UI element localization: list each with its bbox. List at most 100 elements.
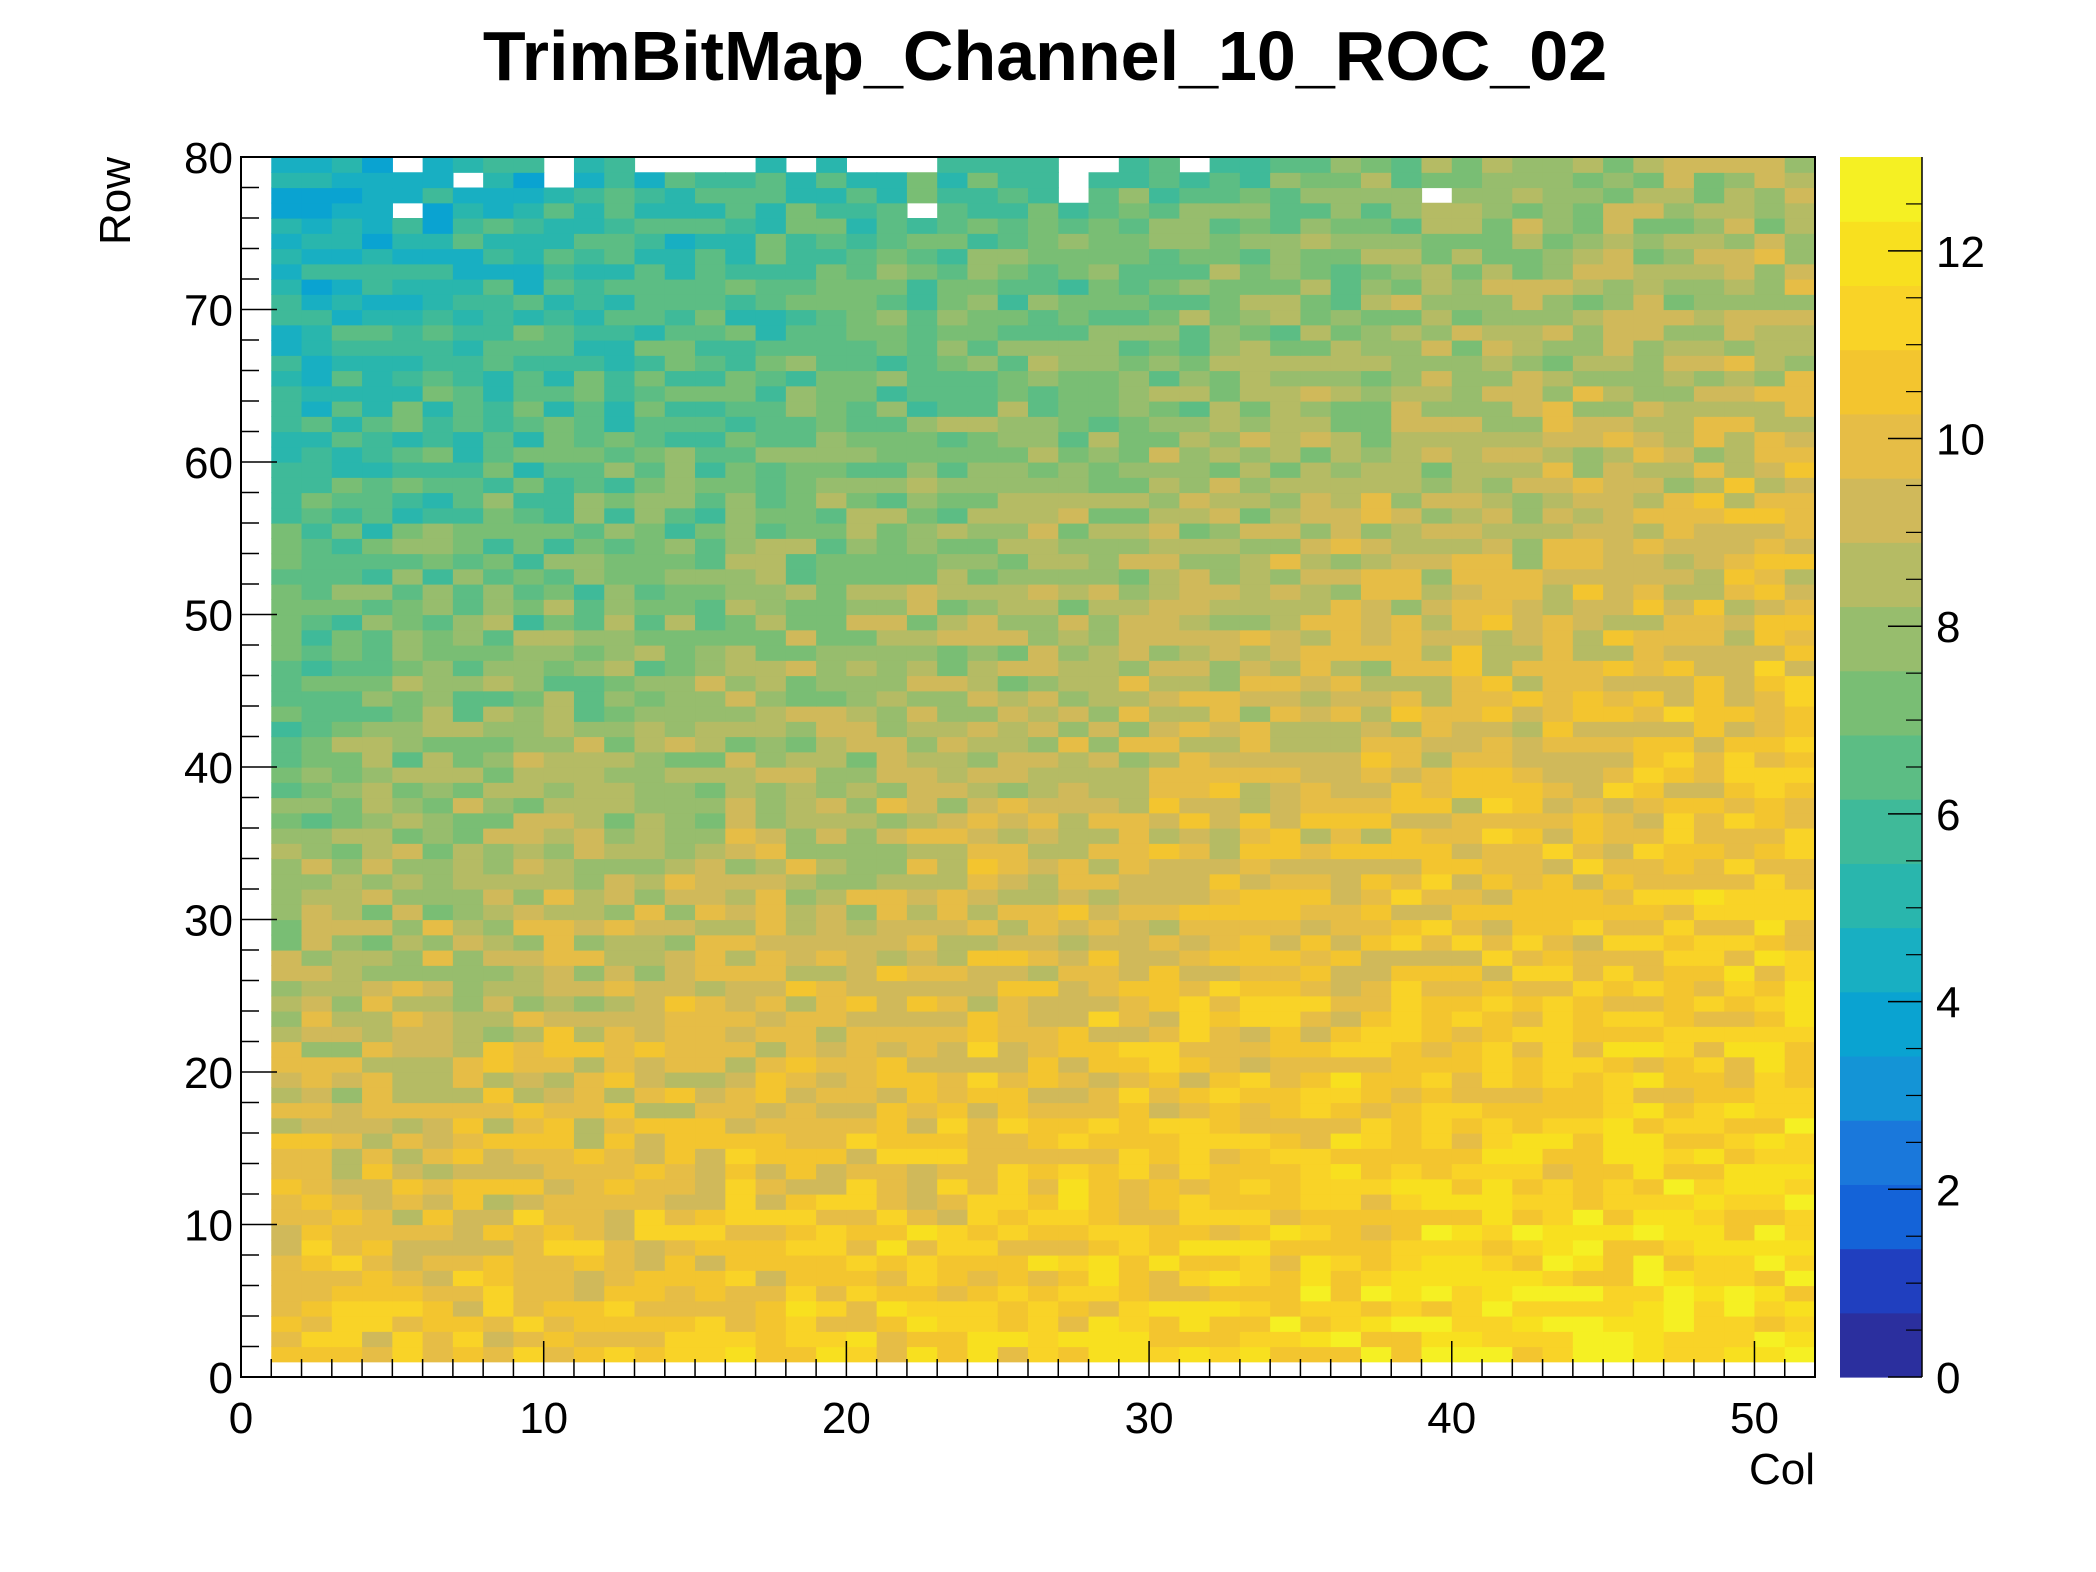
heatmap-cell	[1724, 202, 1756, 219]
heatmap-cell	[937, 995, 969, 1012]
heatmap-cell	[392, 645, 424, 661]
heatmap-cell	[1421, 904, 1453, 921]
heatmap-cell	[1542, 279, 1574, 295]
heatmap-cell	[785, 507, 817, 524]
heatmap-cell	[1784, 1316, 1816, 1332]
heatmap-cell	[1360, 873, 1392, 890]
heatmap-cell	[1603, 828, 1634, 844]
heatmap-cell	[1542, 416, 1574, 433]
heatmap-cell	[1482, 995, 1513, 1012]
heatmap-cell	[785, 614, 817, 631]
heatmap-cell	[452, 980, 484, 997]
heatmap-cell	[513, 721, 545, 738]
heatmap-cell	[1451, 736, 1483, 753]
heatmap-cell	[513, 782, 545, 799]
heatmap-cell	[634, 1194, 666, 1210]
heatmap-cell	[816, 492, 847, 509]
heatmap-cell	[755, 202, 787, 219]
heatmap-cell	[422, 538, 454, 555]
heatmap-cell	[422, 797, 454, 814]
heatmap-cell	[906, 1300, 938, 1317]
heatmap-cell	[1330, 1133, 1362, 1149]
heatmap-cell	[1542, 1087, 1574, 1104]
heatmap-cell	[1724, 751, 1756, 768]
heatmap-cell	[362, 1072, 393, 1088]
heatmap-cell	[1693, 507, 1725, 524]
heatmap-cell	[1693, 1056, 1725, 1073]
heatmap-cell	[1784, 218, 1816, 234]
heatmap-cell	[1754, 431, 1786, 448]
heatmap-cell	[937, 538, 969, 555]
heatmap-cell	[452, 1148, 484, 1165]
heatmap-cell	[664, 660, 696, 677]
heatmap-cell	[301, 507, 333, 524]
heatmap-cell	[1330, 599, 1362, 616]
heatmap-cell	[785, 202, 817, 219]
heatmap-cell	[1391, 767, 1423, 783]
heatmap-cell	[1724, 370, 1756, 387]
heatmap-cell	[846, 995, 878, 1012]
heatmap-cell	[634, 462, 666, 478]
heatmap-cell	[362, 309, 393, 326]
heatmap-cell	[1028, 614, 1059, 631]
heatmap-cell	[1330, 1056, 1362, 1073]
heatmap-cell	[271, 416, 303, 433]
heatmap-cell	[301, 843, 333, 860]
heatmap-cell	[1603, 599, 1634, 616]
heatmap-cell	[785, 675, 817, 692]
heatmap-cell	[1542, 797, 1574, 814]
heatmap-cell	[1330, 1072, 1362, 1088]
heatmap-cell	[1572, 675, 1604, 692]
heatmap-cell	[1784, 187, 1816, 204]
heatmap-cell	[1179, 538, 1211, 555]
heatmap-cell	[906, 584, 938, 600]
heatmap-cell	[1118, 492, 1150, 509]
heatmap-cell	[1270, 645, 1302, 661]
heatmap-cell	[876, 690, 908, 707]
heatmap-cell	[392, 1041, 424, 1058]
heatmap-cell	[573, 706, 605, 722]
heatmap-cell	[1784, 401, 1816, 417]
heatmap-cell	[785, 462, 817, 478]
heatmap-cell	[1209, 172, 1241, 189]
heatmap-cell	[604, 995, 636, 1012]
heatmap-cell	[634, 1255, 666, 1271]
heatmap-cell	[967, 1194, 999, 1210]
heatmap-cell	[1239, 1224, 1271, 1241]
heatmap-cell	[1239, 950, 1271, 966]
heatmap-cell	[1512, 462, 1544, 478]
heatmap-cell	[1754, 1163, 1786, 1180]
heatmap-cell	[1784, 1255, 1816, 1271]
heatmap-cell	[634, 309, 666, 326]
heatmap-cell	[997, 157, 1029, 173]
heatmap-cell	[725, 980, 757, 997]
heatmap-cell	[1572, 1133, 1604, 1149]
heatmap-cell	[1149, 1056, 1180, 1073]
heatmap-cell	[1391, 538, 1423, 555]
heatmap-cell	[604, 706, 636, 722]
heatmap-cell	[1451, 629, 1483, 646]
heatmap-cell	[422, 1224, 454, 1241]
heatmap-cell	[1330, 370, 1362, 387]
heatmap-cell	[1572, 1194, 1604, 1210]
heatmap-cell	[1512, 538, 1544, 555]
heatmap-cell	[1451, 172, 1483, 189]
heatmap-cell	[271, 279, 303, 295]
heatmap-cell	[876, 462, 908, 478]
heatmap-cell	[846, 1148, 878, 1165]
heatmap-cell	[1724, 1270, 1756, 1287]
heatmap-cell	[573, 187, 605, 204]
heatmap-cell	[1058, 279, 1090, 295]
heatmap-cell	[1360, 1026, 1392, 1043]
heatmap-cell	[1058, 1011, 1090, 1027]
heatmap-cell	[755, 1178, 787, 1195]
heatmap-cell	[695, 1209, 726, 1226]
heatmap-cell	[604, 690, 636, 707]
heatmap-cell	[1512, 690, 1544, 707]
heatmap-cell	[1391, 1255, 1423, 1271]
heatmap-cell	[1542, 1041, 1574, 1058]
heatmap-cell	[1118, 157, 1150, 173]
heatmap-cell	[997, 645, 1029, 661]
y-tick-label: 80	[184, 134, 233, 183]
heatmap-cell	[664, 324, 696, 341]
